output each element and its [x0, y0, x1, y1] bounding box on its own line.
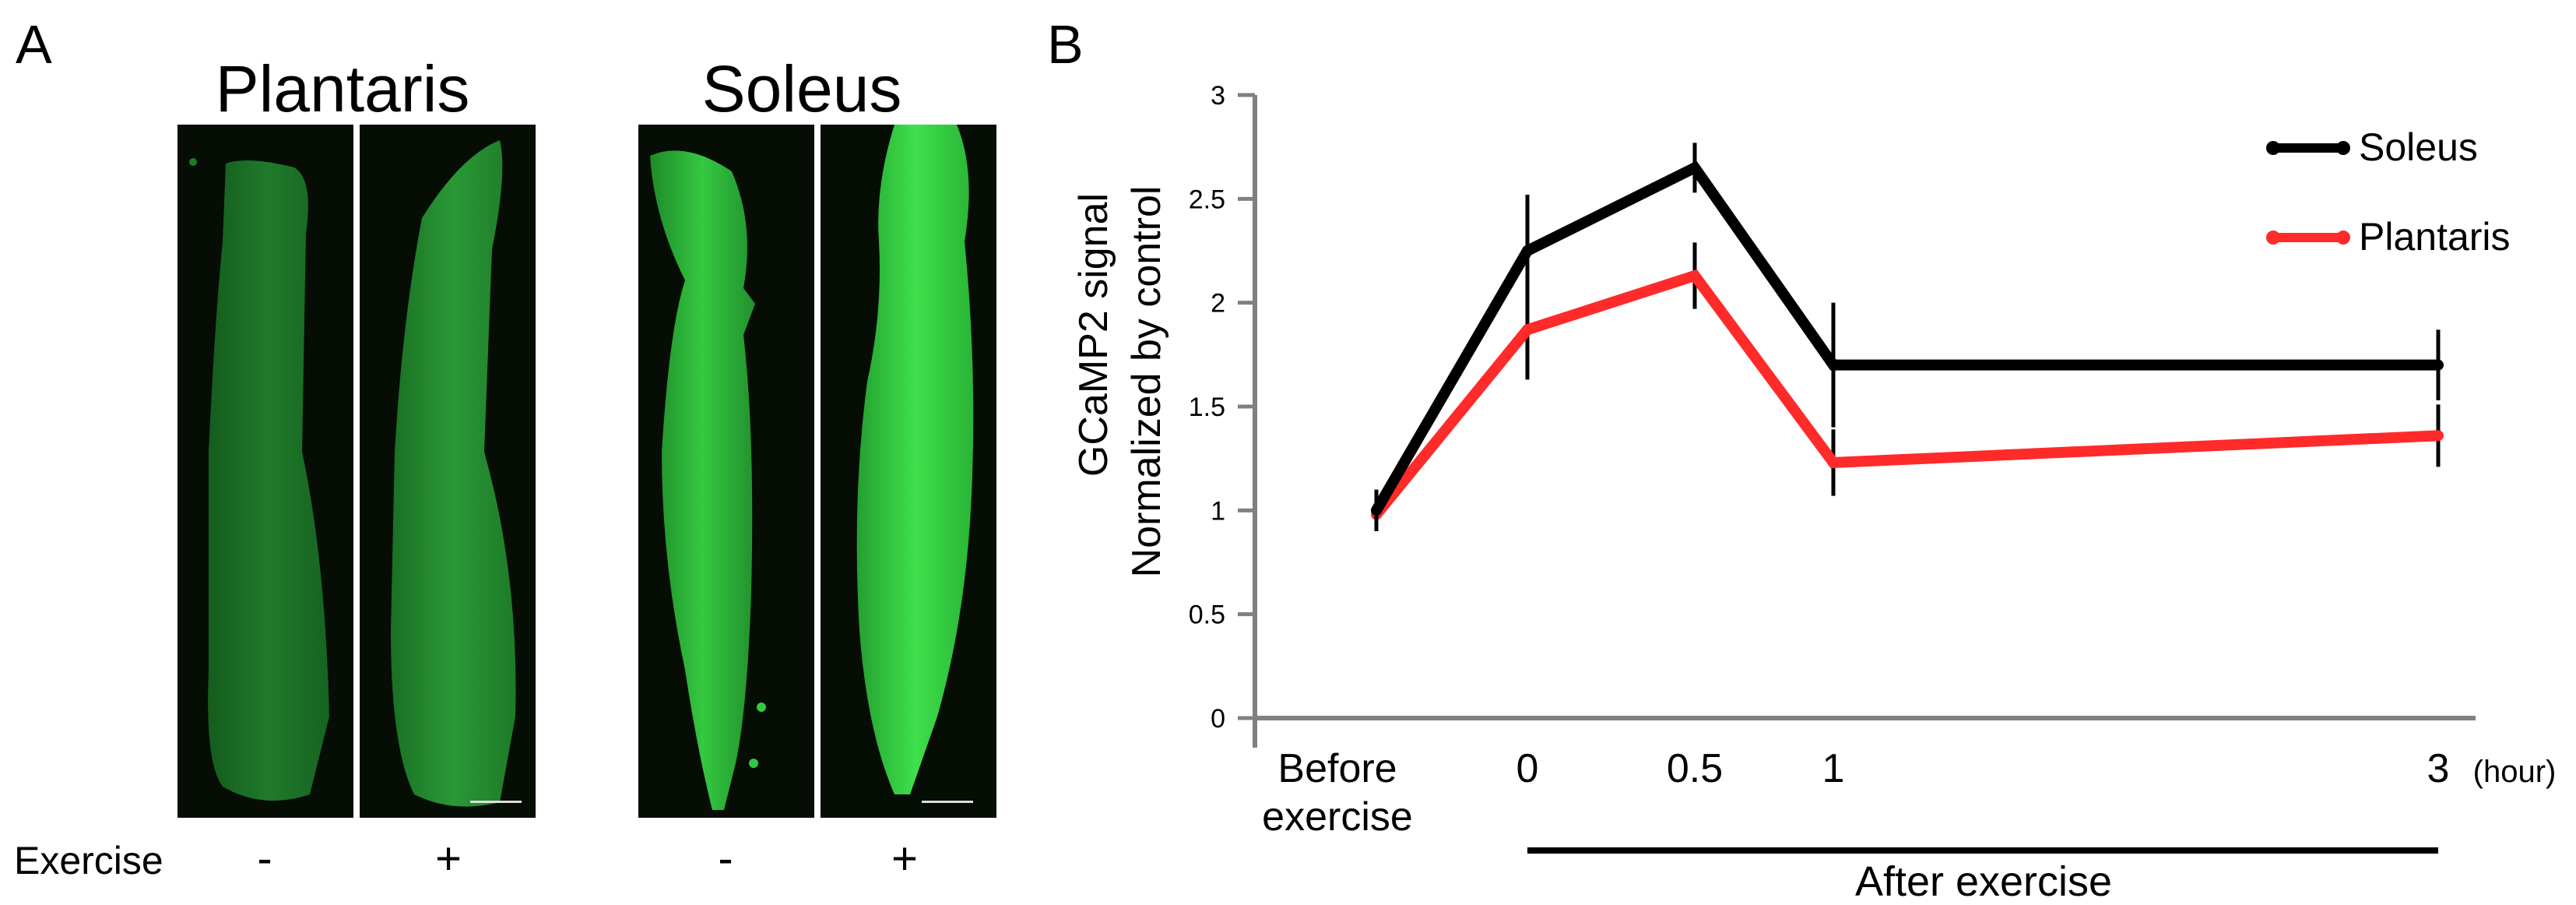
soleus-exercise-sign: +	[891, 833, 918, 884]
y-axis-label-line2: Normalized by control	[1124, 186, 1169, 578]
plantaris-control-sign: -	[257, 833, 272, 884]
soleus-data-point	[1828, 359, 1839, 371]
legend-plantaris-marker	[2266, 231, 2280, 245]
plantaris-exercise-micrograph	[360, 125, 536, 818]
panel-b-letter: B	[1047, 14, 1084, 75]
soleus-exercise-micrograph	[821, 125, 996, 818]
y-tick-label: 2	[1211, 289, 1225, 319]
x-tick-label: 0.5	[1667, 746, 1723, 791]
y-tick-label: 1	[1211, 496, 1225, 526]
y-axis-label-line1: GCaMP2 signal	[1071, 193, 1116, 477]
legend-soleus-marker	[2266, 141, 2280, 155]
plantaris-series-line	[1372, 269, 2439, 519]
soleus-data-point	[1689, 162, 1700, 174]
hour-unit-label: (hour)	[2473, 755, 2557, 789]
before-exercise-label-line2: exercise	[1262, 794, 1413, 840]
soleus-data-point	[2433, 359, 2444, 371]
legend-soleus-label: Soleus	[2359, 125, 2478, 169]
x-tick-label: 1	[1822, 746, 1845, 791]
plantaris-title: Plantaris	[215, 52, 470, 125]
x-tick-label: 0	[1516, 746, 1539, 791]
y-tick-label: 0.5	[1189, 600, 1225, 630]
plantaris-data-point	[1689, 270, 1700, 281]
legend-plantaris-label: Plantaris	[2359, 215, 2511, 259]
y-tick-label: 0	[1211, 704, 1225, 734]
plantaris-control-micrograph	[177, 125, 353, 818]
soleus-control-micrograph	[638, 125, 814, 818]
soleus-data-point	[1371, 505, 1382, 516]
after-exercise-label: After exercise	[1855, 858, 2112, 905]
y-tick-label: 1.5	[1189, 393, 1225, 422]
before-exercise-label-line1: Before	[1277, 746, 1397, 791]
exercise-label: Exercise	[14, 839, 163, 882]
plantaris-exercise-sign: +	[435, 833, 462, 884]
panel-a-letter: A	[16, 14, 52, 75]
soleus-title: Soleus	[701, 52, 902, 125]
y-tick-label: 2.5	[1189, 185, 1225, 214]
x-tick-label: 3	[2427, 746, 2450, 791]
legend-plantaris-marker-end	[2336, 231, 2350, 245]
y-tick-label: 3	[1211, 81, 1225, 111]
plantaris-data-point	[1522, 324, 1533, 336]
plantaris-data-point	[2433, 430, 2444, 442]
soleus-data-point	[1522, 245, 1533, 256]
soleus-control-sign: -	[718, 833, 733, 884]
gcamp2-line-chart: GCaMP2 signal Normalized by control 0 0.5…	[1071, 81, 2557, 905]
legend-soleus-marker-end	[2336, 141, 2350, 155]
plantaris-data-point	[1828, 457, 1839, 468]
